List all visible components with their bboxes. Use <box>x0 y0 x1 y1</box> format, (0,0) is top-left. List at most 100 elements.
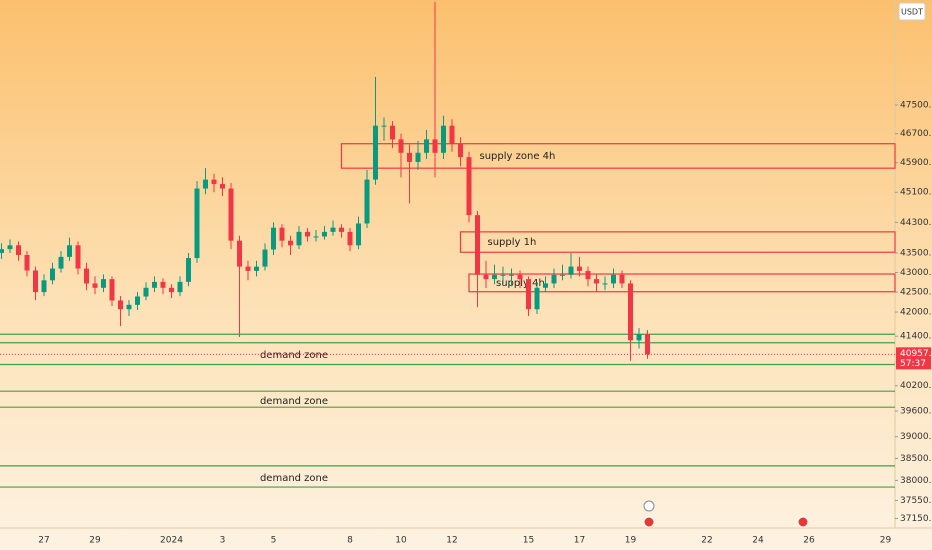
candle-body <box>483 274 489 280</box>
candle-body <box>305 231 310 237</box>
y-tick-label: 43500.00 <box>900 249 932 259</box>
candle-body <box>364 179 370 224</box>
zone-label: demand zone <box>260 396 328 407</box>
candle-body <box>92 283 98 288</box>
candle-body <box>628 283 633 341</box>
y-tick-label: 39000.00 <box>900 432 932 442</box>
candle-body <box>296 231 302 246</box>
candle-body <box>288 240 293 246</box>
candle-body <box>458 143 463 158</box>
zone-label: supply zone 4h <box>480 151 556 162</box>
candle-body <box>24 254 30 271</box>
candle-body <box>517 274 523 280</box>
candle-body <box>254 266 259 271</box>
x-tick-label: 8 <box>347 536 353 546</box>
candle-body <box>373 125 378 180</box>
candle-body <box>152 281 157 288</box>
candle-body <box>611 274 616 284</box>
candle-body <box>619 274 625 284</box>
candle-body <box>41 280 47 293</box>
supply-zone <box>459 231 896 253</box>
y-tick-label: 37150.00 <box>900 514 932 524</box>
y-tick-label: 38000.00 <box>900 476 932 486</box>
x-tick-label: 3 <box>220 536 226 546</box>
candle-body <box>313 236 319 238</box>
candle-body <box>398 139 404 153</box>
y-tick-label: 42500.00 <box>900 288 932 298</box>
candle-body <box>585 270 591 280</box>
candle-body <box>356 223 361 246</box>
candle-body <box>534 287 540 310</box>
candle-body <box>475 215 480 275</box>
currency: USDT <box>901 8 923 17</box>
candle-body <box>169 287 174 293</box>
y-tick-label: 47500.00 <box>900 101 932 111</box>
candle-body <box>543 283 548 288</box>
y-tick-label: 37550.00 <box>900 496 932 506</box>
supply-zone <box>340 143 896 169</box>
candle-body <box>271 227 276 250</box>
y-tick-label: 46700.00 <box>900 129 932 139</box>
x-tick-label: 17 <box>574 536 585 546</box>
x-tick-label: 26 <box>803 536 815 546</box>
candle-body <box>449 125 455 144</box>
x-tick-label: 5 <box>271 536 277 546</box>
event-icon[interactable] <box>643 516 655 528</box>
candle-body <box>339 227 344 232</box>
event-icon[interactable] <box>643 500 655 512</box>
candle-body <box>262 249 268 267</box>
candle-body <box>126 304 132 310</box>
candle-body <box>186 258 191 282</box>
candle-body <box>594 279 599 284</box>
candle-body <box>118 300 123 310</box>
candle-body <box>407 152 412 162</box>
candle-body <box>424 139 429 153</box>
candle-body <box>390 125 395 140</box>
x-tick-label: 15 <box>523 536 534 546</box>
currency-box[interactable] <box>898 2 926 21</box>
x-tick-label: 22 <box>701 536 712 546</box>
candle-body <box>551 274 557 284</box>
candle-body <box>101 279 106 288</box>
y-tick-label: 39600.00 <box>900 407 932 417</box>
candle-body <box>415 152 421 162</box>
candle-body <box>67 245 72 257</box>
candle-body <box>279 227 285 241</box>
candle-body <box>500 274 506 276</box>
candle-body <box>220 184 225 189</box>
candle-body <box>441 125 446 153</box>
candle-body <box>160 281 166 288</box>
x-tick-label: 24 <box>752 536 764 546</box>
x-tick-label: 10 <box>395 536 407 546</box>
last-price-label: 40957.46 <box>900 349 932 359</box>
candle-body <box>211 179 217 185</box>
candle-body <box>109 279 115 301</box>
candle-body <box>602 283 608 285</box>
zone-label: supply 1h <box>488 237 537 248</box>
x-tick-label: 27 <box>38 536 49 546</box>
candle-body <box>526 279 531 310</box>
x-tick-label: 29 <box>880 536 892 546</box>
candle-body <box>381 125 387 127</box>
zone-label: demand zone <box>260 473 328 484</box>
candle-body <box>7 245 13 250</box>
y-tick-label: 43000.00 <box>900 268 932 278</box>
y-tick-label: 40200.00 <box>900 381 932 391</box>
candle-body <box>0 249 4 254</box>
x-tick-label: 19 <box>625 536 637 546</box>
candle-body <box>330 227 336 232</box>
candle-body <box>50 268 55 281</box>
y-tick-label: 42000.00 <box>900 308 932 318</box>
event-icon[interactable] <box>797 516 809 528</box>
candle-body <box>143 287 149 297</box>
y-tick-label: 41400.00 <box>900 332 932 342</box>
x-tick-label: 29 <box>89 536 101 546</box>
candle-body <box>75 245 81 269</box>
candle-body <box>177 281 183 293</box>
zone-label: demand zone <box>260 350 328 361</box>
candle-body <box>322 231 327 237</box>
candle-body <box>560 274 565 276</box>
candle-body <box>347 231 353 246</box>
